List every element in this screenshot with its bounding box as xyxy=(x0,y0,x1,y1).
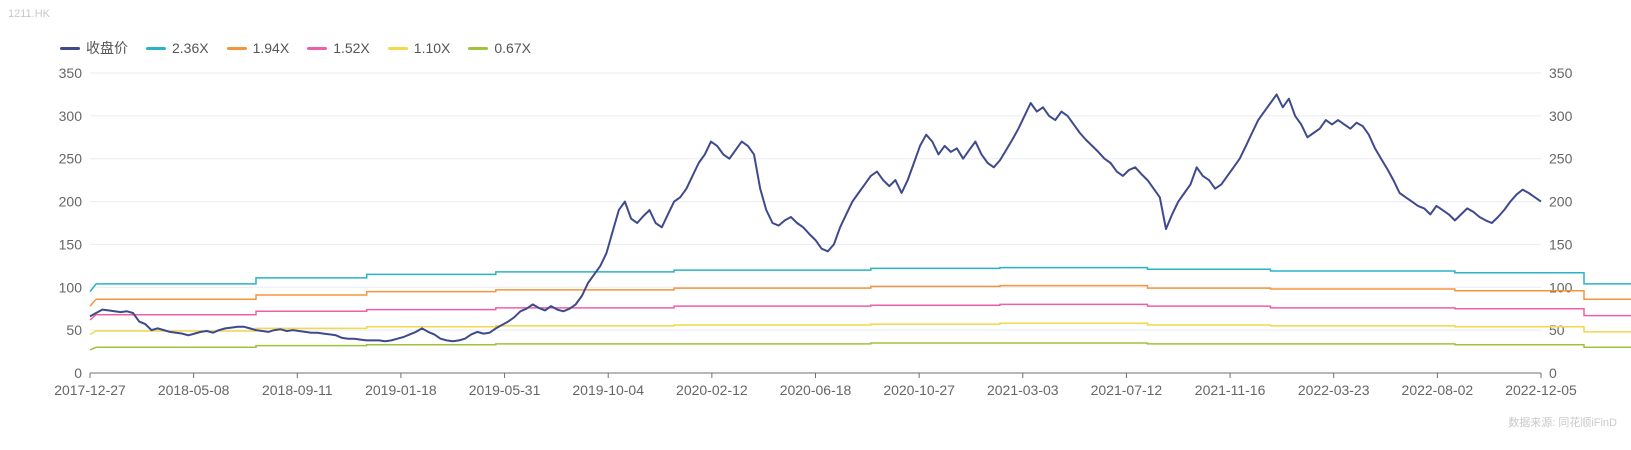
close-price-line xyxy=(89,93,1542,343)
legend-item[interactable]: 1.10X xyxy=(387,40,451,56)
y-tick-label-right: 0 xyxy=(1549,365,1557,381)
y-tick-label-left: 300 xyxy=(59,108,83,124)
x-tick-label: 2021-03-03 xyxy=(987,382,1059,398)
band-line-0.67X xyxy=(89,342,1631,351)
legend-label: 2.36X xyxy=(172,40,209,56)
band-line-1.10X xyxy=(89,322,1631,336)
chart-legend: 收盘价 2.36X 1.94X 1.52X 1.10X 0.67X xyxy=(60,38,531,58)
x-tick-label: 2018-05-08 xyxy=(158,382,230,398)
y-tick-label-right: 200 xyxy=(1549,194,1573,210)
legend-swatch xyxy=(387,46,408,50)
y-tick-label-right: 350 xyxy=(1549,65,1573,81)
y-tick-label-left: 0 xyxy=(74,365,82,381)
ticker-label: 1211.HK xyxy=(8,8,50,20)
band-line-1.52X xyxy=(89,303,1631,321)
y-tick-label-left: 50 xyxy=(66,322,82,338)
legend-swatch xyxy=(468,46,489,50)
data-source-label: 数据来源: 同花顺iFinD xyxy=(1508,417,1617,429)
legend-item[interactable]: 1.52X xyxy=(307,40,370,56)
legend-swatch xyxy=(226,46,247,50)
legend-label: 1.94X xyxy=(252,40,290,56)
legend-item[interactable]: 收盘价 xyxy=(60,38,128,58)
x-tick-label: 2020-02-12 xyxy=(676,382,748,398)
legend-label: 1.52X xyxy=(333,40,370,56)
x-tick-label: 2018-09-11 xyxy=(262,382,333,398)
legend-swatch xyxy=(60,46,80,50)
x-tick-label: 2019-01-18 xyxy=(365,382,437,398)
legend-item[interactable]: 2.36X xyxy=(146,40,209,56)
x-tick-label: 2021-11-16 xyxy=(1195,382,1266,398)
y-tick-label-right: 250 xyxy=(1549,151,1573,167)
band-line-1.94X xyxy=(89,284,1631,307)
y-tick-label-left: 250 xyxy=(59,151,83,167)
legend-label: 0.67X xyxy=(494,40,531,56)
band-line-2.36X xyxy=(89,266,1631,293)
y-tick-label-left: 200 xyxy=(59,194,83,210)
x-tick-label: 2020-10-27 xyxy=(883,382,955,398)
y-tick-label-left: 100 xyxy=(59,279,83,295)
y-tick-label-right: 100 xyxy=(1549,279,1573,295)
x-tick-label: 2017-12-27 xyxy=(54,382,126,398)
y-tick-label-left: 350 xyxy=(59,65,83,81)
legend-item[interactable]: 0.67X xyxy=(468,40,531,56)
x-tick-label: 2022-08-02 xyxy=(1402,382,1474,398)
x-tick-label: 2022-12-05 xyxy=(1505,382,1577,398)
x-tick-label: 2019-05-31 xyxy=(469,382,541,398)
x-tick-label: 2020-06-18 xyxy=(780,382,852,398)
legend-label: 收盘价 xyxy=(86,40,128,56)
y-tick-label-right: 300 xyxy=(1549,108,1573,124)
legend-label: 1.10X xyxy=(413,40,451,56)
x-tick-label: 2019-10-04 xyxy=(572,382,644,398)
legend-swatch xyxy=(146,46,166,50)
x-tick-label: 2021-07-12 xyxy=(1091,382,1163,398)
y-tick-label-right: 50 xyxy=(1549,322,1565,338)
x-tick-label: 2022-03-23 xyxy=(1298,382,1370,398)
legend-item[interactable]: 1.94X xyxy=(226,40,290,56)
y-tick-label-left: 150 xyxy=(59,236,83,252)
legend-swatch xyxy=(307,46,328,50)
y-tick-label-right: 150 xyxy=(1549,236,1573,252)
